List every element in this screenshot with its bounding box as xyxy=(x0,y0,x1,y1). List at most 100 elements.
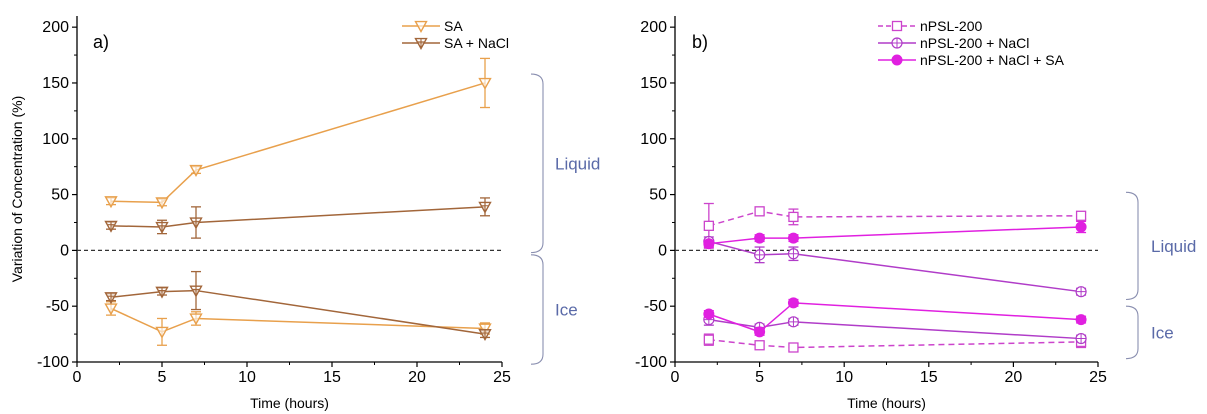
panel-b-y-tick-label: 0 xyxy=(658,242,667,259)
panel-a-x-tick-label: 0 xyxy=(73,369,82,386)
series-line xyxy=(110,82,486,204)
panel-a-chart: 0 5 10 15 20 25 -100 -50 0 50 100 150 200 Time (hours… xyxy=(9,16,600,411)
series-line xyxy=(110,307,486,333)
panel-a-y-tick-label: 0 xyxy=(60,242,69,259)
data-point xyxy=(754,326,766,338)
panel-a-series-sa-liquid xyxy=(104,57,492,210)
panel-a-x-tick-label: 20 xyxy=(408,369,426,386)
panel-a-y-tick-label: -100 xyxy=(37,354,69,371)
legend-label: SA + NaCl xyxy=(444,35,509,51)
series-line xyxy=(708,240,1082,293)
data-point-cross xyxy=(481,329,489,340)
legend-label: nPSL-200 + NaCl xyxy=(920,35,1029,51)
panel-b-series-npsl-200-nacl-liquid xyxy=(703,235,1087,298)
data-point xyxy=(155,197,169,210)
legend-marker-cross xyxy=(892,38,902,48)
panel-b-y-tick-label: 50 xyxy=(649,187,667,204)
data-point-cross xyxy=(788,248,799,259)
data-point xyxy=(1075,314,1087,326)
panel-a-x-tick-label: 15 xyxy=(323,369,341,386)
data-point-cross xyxy=(107,292,115,303)
panel-b-x-tick-label: 5 xyxy=(755,369,764,386)
data-point xyxy=(754,206,765,217)
panel-a-region-bracket-liquid xyxy=(530,73,544,254)
data-point xyxy=(189,164,203,177)
data-point xyxy=(1075,221,1087,233)
panel-a-y-axis-title: Variation of Concentration (%) xyxy=(9,96,25,283)
data-point-cross xyxy=(1076,286,1087,297)
panel-a-series-sa-ice xyxy=(104,301,492,346)
series-line xyxy=(708,302,1082,333)
series-line xyxy=(110,206,486,228)
panel-b-region-label-ice: Ice xyxy=(1151,323,1174,342)
data-point xyxy=(155,326,169,339)
panel-a-y-tick-label: 50 xyxy=(51,187,69,204)
data-point-cross xyxy=(192,218,200,228)
legend-label: nPSL-200 + NaCl + SA xyxy=(920,52,1065,68)
data-point xyxy=(478,77,492,90)
panel-a-region-bracket-ice xyxy=(530,254,544,365)
data-point-cross xyxy=(158,287,166,298)
series-line xyxy=(708,226,1082,245)
panel-b-panel-label: b) xyxy=(692,32,708,52)
data-point xyxy=(1075,210,1087,221)
data-point xyxy=(703,238,715,250)
panel-b-x-tick-label: 0 xyxy=(671,369,680,386)
panel-b-chart: 0 5 10 15 20 25 -100 -50 0 50 100 150 200 Time (hours… xyxy=(635,16,1196,411)
data-point-cross xyxy=(1076,333,1087,344)
data-point-cross xyxy=(158,222,166,233)
data-point xyxy=(189,313,203,326)
panel-b-x-tick-label: 15 xyxy=(920,369,938,386)
data-point xyxy=(788,342,799,353)
panel-b-x-axis-title: Time (hours) xyxy=(847,395,926,411)
panel-a-x-tick-label: 10 xyxy=(238,369,256,386)
panel-a-series-sa-nacl-liquid xyxy=(104,197,492,239)
data-point-cross xyxy=(481,202,489,213)
data-point xyxy=(787,297,799,309)
panel-a-x-tick-label: 5 xyxy=(158,369,167,386)
legend-marker xyxy=(891,20,903,32)
panel-a-y-tick-label: 150 xyxy=(42,75,69,92)
legend-marker xyxy=(891,54,903,66)
panel-a-y-tick-label: -50 xyxy=(46,298,69,315)
data-point xyxy=(788,211,799,223)
data-point xyxy=(787,232,799,244)
data-point-cross xyxy=(107,221,115,232)
data-point xyxy=(754,232,766,244)
panel-b-series-npsl-200-nacl-sa-liquid xyxy=(703,220,1087,250)
panel-b-series-npsl-200-liquid xyxy=(703,202,1087,249)
panel-a-y-tick-label: 200 xyxy=(42,19,69,36)
panel-a-x-axis-title: Time (hours) xyxy=(250,395,329,411)
legend-marker xyxy=(414,20,428,33)
data-point xyxy=(703,308,715,320)
data-point xyxy=(104,303,118,316)
data-point-cross xyxy=(788,316,799,327)
data-point xyxy=(104,196,118,209)
legend-label: SA xyxy=(444,18,463,34)
panel-b-x-tick-label: 10 xyxy=(835,369,853,386)
panel-b-y-tick-label: 100 xyxy=(640,131,667,148)
data-point-cross xyxy=(192,286,200,297)
legend-label: nPSL-200 xyxy=(920,18,982,34)
panel-b-y-tick-label: -50 xyxy=(644,298,667,315)
panel-a-series-sa-nacl-ice xyxy=(104,270,492,342)
panel-b-series-npsl-200-nacl-sa-ice xyxy=(703,297,1087,338)
panel-b-y-tick-label: -100 xyxy=(635,354,667,371)
panel-b-y-tick-label: 150 xyxy=(640,75,667,92)
panel-a-region-label-liquid: Liquid xyxy=(555,154,600,173)
data-point xyxy=(754,340,765,351)
panel-b-x-tick-label: 25 xyxy=(1089,369,1107,386)
data-point-cross xyxy=(754,249,765,260)
series-line xyxy=(708,338,1082,349)
legend-marker-cross xyxy=(417,38,425,49)
panel-a-x-tick-label: 25 xyxy=(493,369,511,386)
panel-a-y-tick-label: 100 xyxy=(42,131,69,148)
data-point xyxy=(703,220,714,231)
panel-b-y-tick-label: 200 xyxy=(640,19,667,36)
panel-b-region-bracket-ice xyxy=(1125,305,1139,360)
panel-a-panel-label: a) xyxy=(93,32,109,52)
panel-b-region-label-liquid: Liquid xyxy=(1151,237,1196,256)
